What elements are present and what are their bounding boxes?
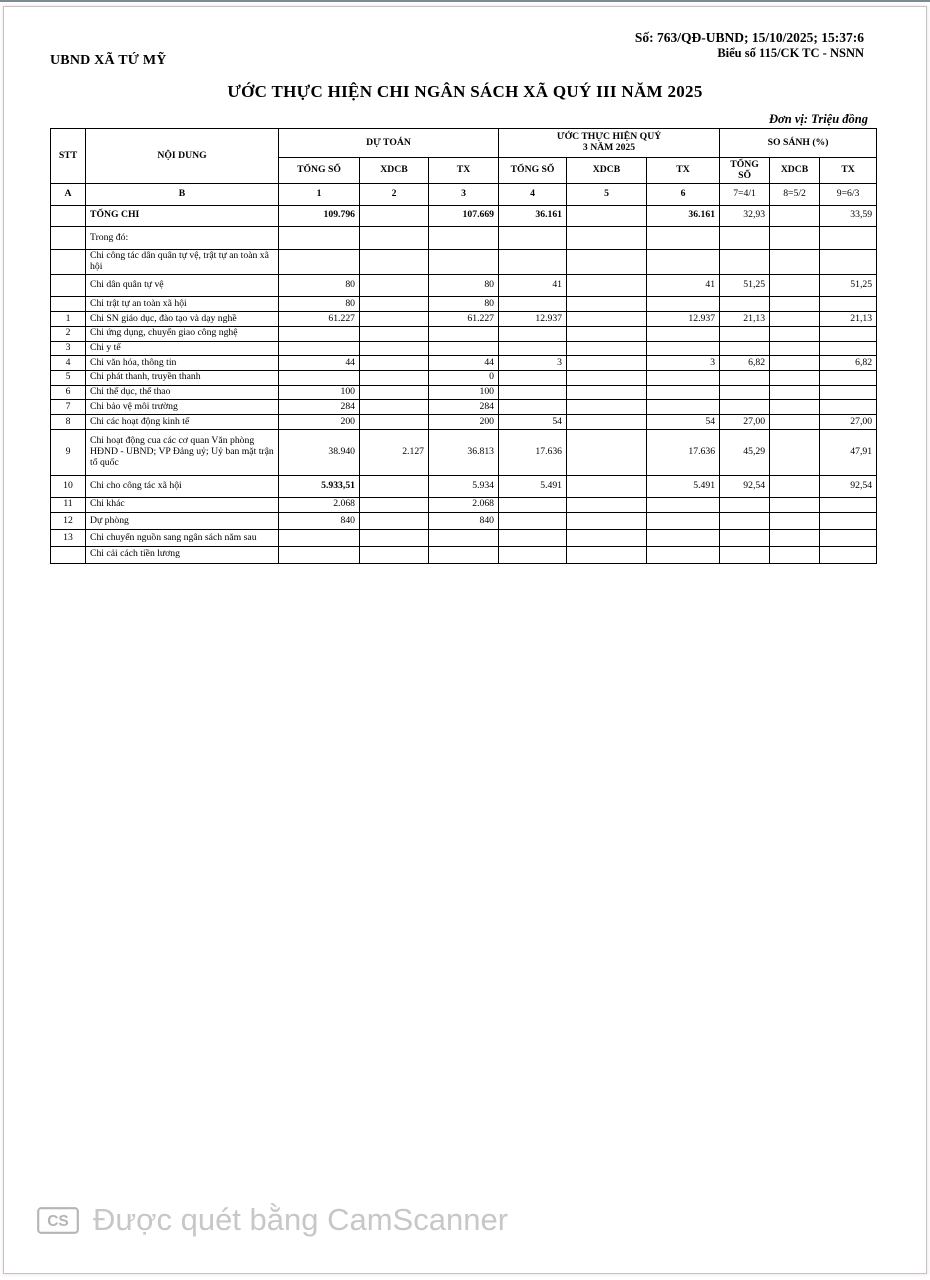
svg-text:CS: CS [47, 1213, 69, 1230]
